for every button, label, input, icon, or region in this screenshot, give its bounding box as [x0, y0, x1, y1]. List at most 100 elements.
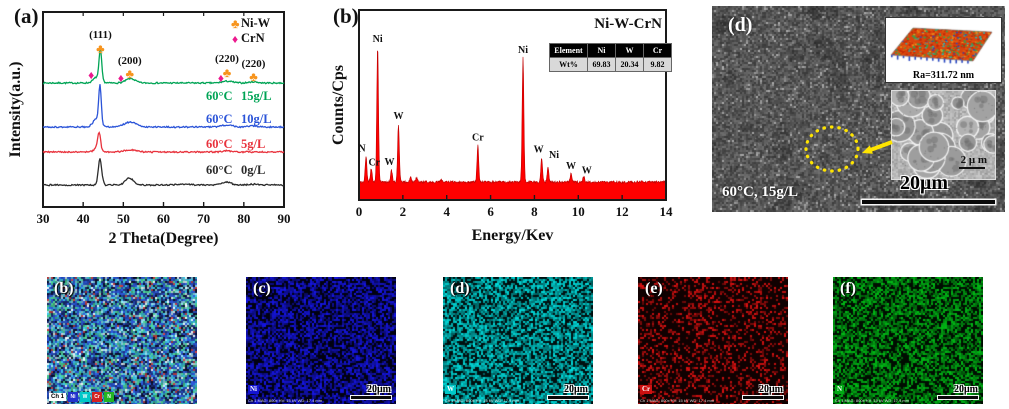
svg-text:0g/L: 0g/L — [241, 163, 265, 177]
svg-text:10: 10 — [572, 204, 585, 219]
svg-text:30: 30 — [37, 211, 50, 226]
element-chip-ni: Ni — [248, 385, 259, 394]
table-row: Wt% 69.83 20.34 9.82 — [549, 57, 672, 72]
panel-b-label: (b) — [333, 4, 359, 28]
svg-text:(200): (200) — [118, 55, 142, 67]
table-header-row: Element Ni W Cr — [549, 43, 672, 58]
eds-map-ni-canvas — [246, 277, 396, 404]
svg-text:W: W — [582, 166, 592, 177]
yellow-arrow — [862, 140, 893, 154]
inset-scale-label: 2 μ m — [960, 154, 987, 166]
map-metadata: Ch 1 MAG: 800x HV: 15 kV WD: 17.4 mm — [640, 398, 715, 404]
svg-text:N: N — [358, 143, 366, 154]
map-metadata: Ch 1 MAG: 800x HV: 15 kV WD: 17.4 mm — [835, 398, 910, 404]
svg-text:(111): (111) — [89, 29, 112, 41]
map-scale-label: 20μm — [367, 384, 391, 395]
svg-text:♣: ♣ — [249, 69, 258, 84]
svg-text:6: 6 — [487, 204, 494, 219]
svg-text:Ni: Ni — [549, 150, 559, 161]
sem-annotations-svg — [804, 125, 893, 173]
svg-text:Ni-W: Ni-W — [241, 16, 271, 30]
svg-text:♣: ♣ — [223, 65, 232, 80]
svg-text:90: 90 — [278, 211, 291, 226]
element-chip-cr: Cr — [640, 385, 653, 394]
map-d-label: (d) — [450, 280, 470, 297]
map-metadata: Ch 1 MAG: 800x HV: 15 kV WD: 17.4 mm — [248, 398, 323, 404]
map-e-label: (e) — [645, 280, 663, 297]
svg-text:W: W — [393, 111, 403, 122]
map-scale-bar — [938, 396, 978, 399]
inset-scale-bar — [959, 167, 985, 169]
map-scale-label: 20μm — [564, 384, 588, 395]
map-channel-legend: Ch 1 Ni W Cr N — [49, 392, 115, 402]
xrd-plot-svg: 30 40 50 60 70 80 90 2 Theta(Degree) Intensity(a… — [7, 11, 291, 247]
map-b-label: (b) — [54, 280, 74, 297]
svg-text:60°C: 60°C — [206, 112, 233, 126]
svg-text:♦: ♦ — [232, 32, 238, 46]
map-c-label: (c) — [253, 280, 271, 297]
eds-map-n-canvas — [833, 277, 983, 404]
svg-text:40: 40 — [77, 211, 90, 226]
svg-text:Cr: Cr — [472, 133, 484, 144]
svg-text:2: 2 — [400, 204, 407, 219]
map-scale-bar — [743, 396, 783, 399]
svg-text:10g/L: 10g/L — [241, 112, 272, 126]
svg-text:Cr: Cr — [368, 158, 380, 169]
svg-text:W: W — [384, 157, 394, 168]
svg-text:5g/L: 5g/L — [241, 137, 265, 151]
element-chip-n: N — [835, 385, 845, 394]
svg-text:Energy/Kev: Energy/Kev — [472, 227, 554, 244]
panel-d-label: (d) — [728, 14, 753, 36]
sem-condition-label: 60°C, 15g/L — [722, 184, 799, 200]
svg-text:60°C: 60°C — [206, 89, 233, 103]
svg-text:0: 0 — [356, 204, 363, 219]
map-metadata: Ch 1 MAG: 800x HV: 15 kV WD: 17.4 mm — [445, 398, 520, 404]
element-chip-ni: Ni — [68, 392, 79, 402]
svg-text:4: 4 — [443, 204, 450, 219]
map-f-label: (f) — [840, 280, 856, 297]
eds-map-n: (f) N Ch 1 MAG: 800x HV: 15 kV WD: 17.4 … — [833, 277, 983, 404]
svg-text:60°C: 60°C — [206, 137, 233, 151]
svg-text:Counts/Cps: Counts/Cps — [330, 65, 347, 145]
svg-text:14: 14 — [660, 204, 674, 219]
svg-text:♣: ♣ — [231, 16, 240, 31]
dashed-ellipse-annotation — [804, 125, 860, 173]
profilometry-inset: Ra=311.72 nm — [885, 17, 1002, 83]
svg-text:8: 8 — [531, 204, 538, 219]
svg-text:60: 60 — [157, 211, 170, 226]
sem-scale-bar — [862, 200, 995, 204]
eds-map-composite: (b) Ch 1 Ni W Cr N — [47, 277, 197, 404]
svg-text:Ni: Ni — [373, 34, 383, 45]
svg-text:12: 12 — [616, 204, 629, 219]
svg-text:W: W — [534, 145, 544, 156]
surface-3d-canvas — [886, 19, 999, 67]
sem-panel: (d) 60°C, 15g/L Ra=311.72 nm 2 μ m 20μm — [712, 6, 1005, 212]
svg-text:♦: ♦ — [88, 68, 94, 82]
svg-text:♦: ♦ — [218, 71, 224, 85]
svg-text:W: W — [566, 161, 576, 172]
map-scale-label: 20μm — [759, 384, 783, 395]
svg-text:2 Theta(Degree): 2 Theta(Degree) — [108, 230, 218, 247]
element-chip-n: N — [104, 392, 115, 402]
channel-chip: Ch 1 — [49, 393, 67, 401]
svg-text:(220): (220) — [242, 58, 266, 70]
eds-map-cr-canvas — [638, 277, 788, 404]
svg-text:CrN: CrN — [241, 31, 265, 45]
sem-scale-label: 20μm — [900, 172, 948, 194]
svg-text:♣: ♣ — [96, 41, 105, 56]
eds-map-cr: (e) Cr Ch 1 MAG: 800x HV: 15 kV WD: 17.4… — [638, 277, 788, 404]
eds-composition-table: Element Ni W Cr Wt% 69.83 20.34 9.82 — [549, 43, 672, 72]
map-scale-bar — [548, 396, 588, 399]
eds-map-w-canvas — [443, 277, 593, 404]
svg-text:Ni: Ni — [518, 45, 528, 56]
eds-map-ni: (c) Ni Ch 1 MAG: 800x HV: 15 kV WD: 17.4… — [246, 277, 396, 404]
map-scale-bar — [351, 396, 391, 399]
panel-a-label: (a) — [14, 4, 39, 28]
eds-plot-svg: 0 2 4 6 8 10 12 14 Energy/Kev Counts/Cps Ni-W-CrN N… — [330, 9, 674, 244]
svg-text:80: 80 — [237, 211, 250, 226]
svg-text:50: 50 — [117, 211, 130, 226]
svg-text:♣: ♣ — [125, 66, 134, 81]
svg-text:(220): (220) — [215, 53, 239, 65]
map-scale-label: 20μm — [954, 384, 978, 395]
